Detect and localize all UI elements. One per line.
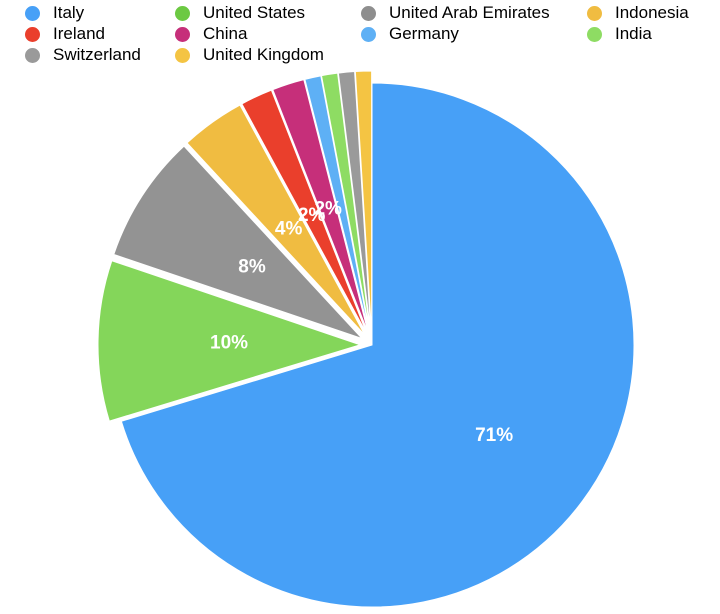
pie-slice-switzerland [113,145,363,339]
legend-item-germany: Germany [361,24,459,44]
legend-label: Germany [389,24,459,43]
legend-label: China [203,24,248,43]
legend-swatch [175,5,190,21]
slice-label-china: 2% [314,198,342,219]
slice-label-indonesia: 4% [275,218,303,239]
legend-swatch [175,47,190,63]
pie-slice-germany [304,75,370,334]
legend-label: India [615,24,652,43]
legend-label: Switzerland [53,45,141,64]
legend-label: Italy [53,3,85,22]
legend-swatch [25,47,40,63]
pie-slice-united-kingdom [354,70,373,334]
legend-item-indonesia: Indonesia [587,3,689,23]
slice-label-united-states: 10% [210,332,248,353]
legend-item-united-arab-emirates: United Arab Emirates [361,3,550,23]
legend-swatch [587,5,602,21]
legend-item-ireland: Ireland [25,24,105,44]
legend-label: Indonesia [615,3,689,22]
legend-swatch [587,26,602,42]
legend-item-united-states: United States [175,3,305,23]
legend-swatch [175,26,190,42]
pie-slice-united-states [97,260,362,422]
pie-slice-ireland [241,89,368,335]
pie-slice-italy [120,82,635,608]
legend-swatch [361,26,376,42]
slice-label-italy: 71% [475,425,513,446]
legend-item-switzerland: Switzerland [25,45,141,65]
legend-label: United Arab Emirates [389,3,550,22]
legend-swatch [25,26,40,42]
legend: Italy Ireland Switzerland United States … [0,0,720,68]
legend-label: United Kingdom [203,45,324,64]
legend-item-united-kingdom: United Kingdom [175,45,324,65]
legend-swatch [361,5,376,21]
legend-item-india: India [587,24,652,44]
legend-item-china: China [175,24,247,44]
legend-label: United States [203,3,306,22]
pie-slice-china [272,79,369,334]
legend-label: Ireland [53,24,105,43]
legend-item-italy: Italy [25,3,84,23]
pie-slice-united-arab-emirates [337,71,372,334]
slice-labels: 71%10%8%4%2%2% [210,198,513,446]
legend-swatch [25,5,40,21]
slice-label-ireland: 2% [298,205,326,226]
slice-label-switzerland: 8% [238,257,266,278]
pie-slice-india [320,72,371,334]
pie-slice-indonesia [186,104,366,336]
